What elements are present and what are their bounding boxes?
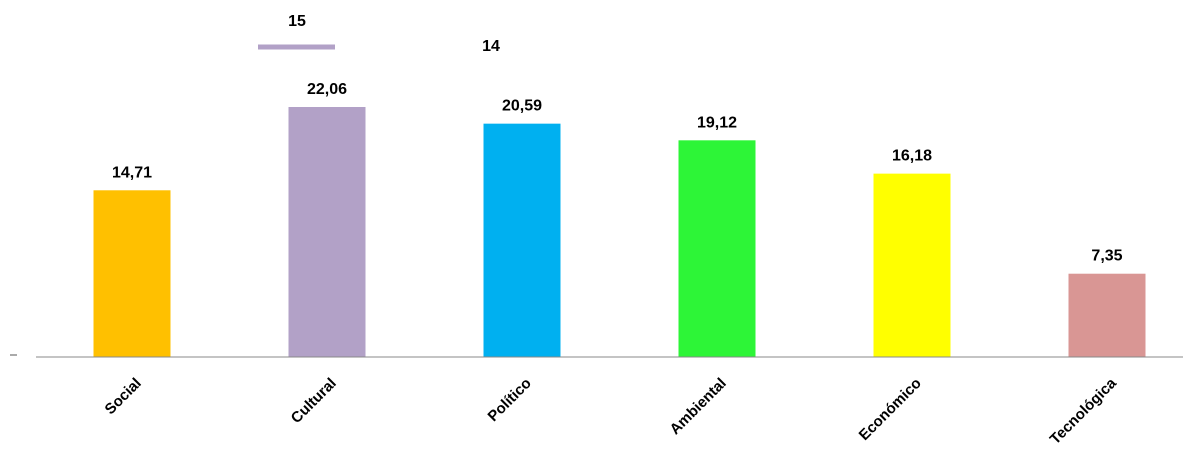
- value-label-cultural: 22,06: [307, 81, 347, 98]
- bar-social: [93, 190, 171, 357]
- value-label-economico: 16,18: [892, 148, 932, 165]
- bar-economico: [873, 173, 951, 357]
- value-label-tecnologica: 7,35: [1091, 248, 1122, 265]
- category-label-politico: Político: [485, 375, 535, 425]
- value-label-politico: 20,59: [502, 98, 542, 115]
- annotations: 15 14: [258, 13, 500, 55]
- value-label-social: 14,71: [112, 164, 152, 181]
- bar-ambiental: [678, 140, 756, 357]
- category-label-tecnologica: Tecnológica: [1047, 374, 1121, 448]
- category-label-social: Social: [102, 375, 145, 418]
- annotation-label-14: 14: [482, 38, 500, 55]
- value-labels-group: 14,71 22,06 20,59 19,12 16,18 7,35: [112, 81, 1123, 265]
- annotation-label-15: 15: [288, 13, 306, 30]
- category-label-cultural: Cultural: [288, 375, 340, 427]
- bars-group: [93, 107, 1146, 357]
- bar-tecnologica: [1068, 273, 1146, 357]
- bar-cultural: [288, 107, 366, 357]
- bar-politico: [483, 123, 561, 357]
- category-label-ambiental: Ambiental: [667, 375, 730, 438]
- category-labels-group: Social Cultural Político Ambiental Económico…: [102, 374, 1121, 448]
- category-label-economico: Económico: [856, 375, 925, 444]
- value-label-ambiental: 19,12: [697, 114, 737, 131]
